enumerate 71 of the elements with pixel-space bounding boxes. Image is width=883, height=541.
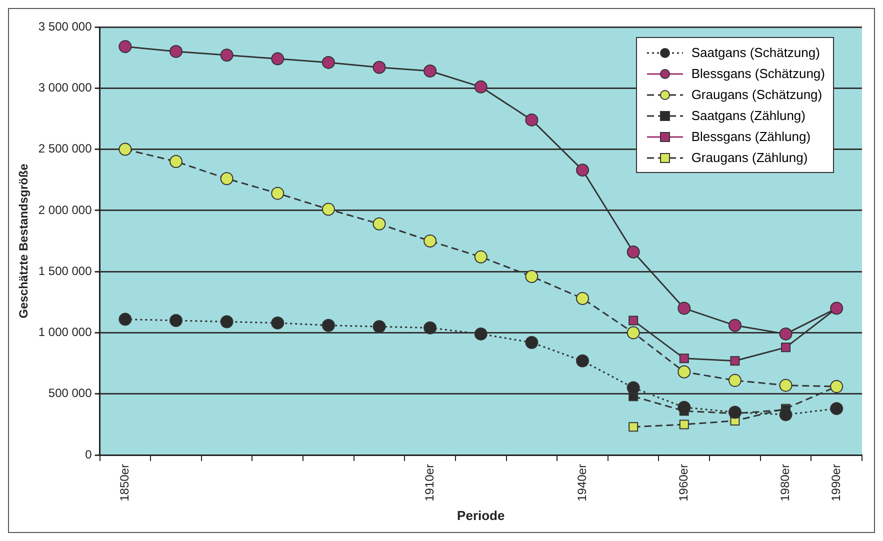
point: [626, 381, 640, 394]
point: [525, 113, 538, 126]
point: [322, 56, 335, 69]
point: [220, 172, 234, 186]
y-tick-label: 3 500 000: [38, 19, 92, 34]
point: [779, 327, 792, 340]
legend-label: Graugans (Zählung): [691, 150, 808, 165]
x-tick-label: 1850er: [118, 464, 132, 502]
point: [372, 320, 386, 334]
x-tick-label: 1990er: [828, 464, 843, 502]
point: [474, 80, 488, 94]
point: [170, 44, 183, 58]
point: [118, 40, 132, 54]
legend-label: Saatgans (Schätzung): [691, 45, 820, 60]
point: [678, 400, 691, 414]
point: [424, 234, 437, 248]
point: [525, 270, 538, 283]
x-axis-title: Periode: [457, 508, 505, 523]
y-tick-label: 0: [85, 447, 92, 462]
point: [271, 52, 284, 66]
point: [781, 342, 791, 352]
point: [626, 246, 640, 259]
point: [372, 217, 386, 230]
point: [678, 302, 691, 315]
point: [576, 292, 590, 305]
y-tick-label: 500 000: [48, 386, 92, 400]
point: [322, 202, 335, 216]
point: [372, 60, 386, 74]
y-tick-label: 1 000 000: [38, 325, 92, 340]
y-tick-label: 2 500 000: [38, 142, 92, 156]
y-axis-title: Geschätzte Bestandsgröße: [16, 163, 31, 318]
legend-label: Blessgans (Zählung): [691, 129, 811, 144]
x-tick-label: 1980er: [778, 464, 792, 502]
point: [728, 318, 742, 332]
point: [576, 164, 590, 177]
point: [779, 378, 792, 392]
point: [271, 186, 284, 200]
point: [322, 318, 335, 332]
point: [474, 327, 488, 340]
y-tick-label: 1 500 000: [38, 264, 92, 278]
y-tick-label: 2 000 000: [38, 202, 92, 217]
point: [779, 408, 792, 422]
point: [525, 336, 538, 350]
point: [576, 354, 590, 368]
point: [424, 64, 437, 78]
point: [220, 315, 234, 328]
point: [626, 326, 640, 340]
point: [424, 321, 437, 334]
x-tick-label: 1940er: [574, 464, 589, 502]
point: [170, 314, 183, 328]
point: [220, 48, 234, 62]
point: [271, 316, 284, 330]
point: [679, 420, 689, 430]
point: [728, 406, 742, 419]
x-tick-label: 1960er: [676, 464, 690, 502]
point: [628, 316, 638, 326]
legend-label: Blessgans (Schätzung): [691, 66, 825, 81]
legend-label: Saatgans (Zählung): [691, 108, 806, 123]
point: [678, 365, 691, 378]
point: [679, 354, 689, 364]
x-tick-label: 1910er: [422, 464, 436, 502]
point: [628, 422, 638, 432]
legend-label: Graugans (Schätzung): [691, 87, 822, 102]
y-tick-label: 3 000 000: [38, 80, 92, 94]
point: [728, 374, 742, 387]
point: [118, 142, 132, 156]
point: [730, 356, 740, 366]
point: [474, 250, 488, 264]
point: [830, 402, 844, 416]
point: [170, 155, 183, 168]
point: [118, 312, 132, 326]
